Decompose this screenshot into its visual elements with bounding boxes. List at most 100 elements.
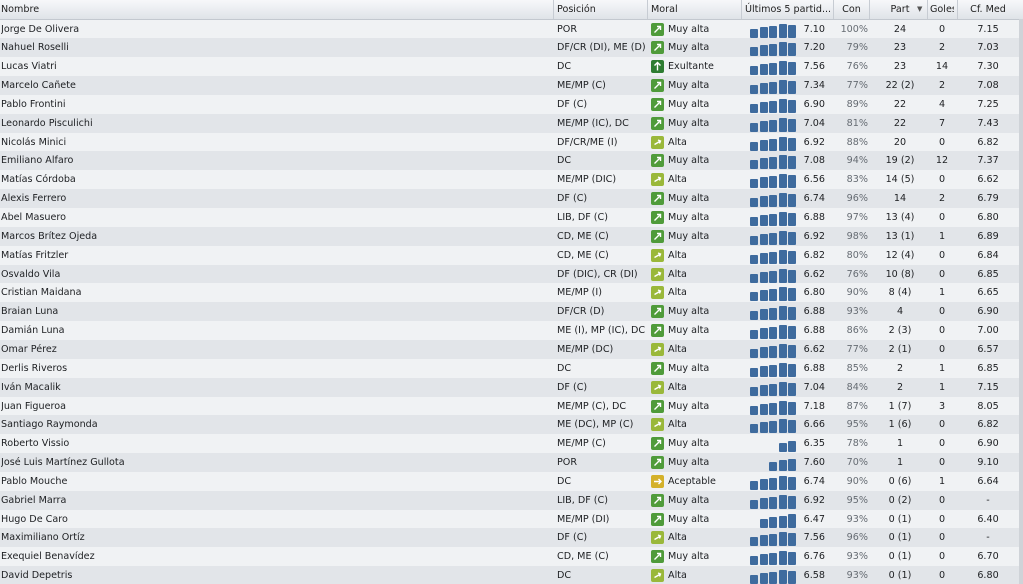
table-row[interactable]: Derlis Riveros DC Muy alta 6.88 85% 2 1 6.85 — [0, 358, 1023, 378]
player-avg-rating: 7.00 — [977, 325, 999, 337]
player-moral: Alta — [651, 283, 741, 302]
table-row[interactable]: Cristian Maidana ME/MP (I) Alta 6.80 90% 8 (4… — [0, 283, 1023, 303]
moral-high-icon — [651, 380, 664, 394]
form-bars — [749, 249, 799, 264]
table-row[interactable]: Nahuel Roselli DF/CR (DI), ME (D) Muy alta… — [0, 38, 1023, 58]
column-header-con[interactable]: Con — [842, 4, 861, 15]
vertical-scrollbar[interactable] — [1019, 19, 1023, 584]
player-goals: 0 — [938, 174, 946, 186]
player-avg-rating: 6.65 — [977, 287, 999, 299]
column-divider[interactable] — [869, 0, 870, 19]
table-row[interactable]: Matías Córdoba ME/MP (DIC) Alta 6.56 83% 14 (… — [0, 170, 1023, 190]
table-row[interactable]: Matías Fritzler CD, ME (C) Alta 6.82 80% 12 (… — [0, 245, 1023, 265]
player-moral: Alta — [651, 415, 741, 434]
table-row[interactable]: Marcos Brítez Ojeda CD, ME (C) Muy alta 6.9… — [0, 226, 1023, 246]
form-bar — [750, 103, 758, 113]
player-name: Lucas Viatri — [1, 61, 57, 73]
form-average: 6.92 — [803, 494, 825, 506]
moral-very-high-icon — [651, 512, 664, 526]
moral-very-high-icon — [651, 22, 664, 36]
table-row[interactable]: Juan Figueroa ME/MP (C), DC Muy alta 7.18 87… — [0, 396, 1023, 416]
moral-very-high-icon — [651, 192, 664, 206]
table-row[interactable]: Pablo Mouche DC Aceptable 6.74 90% 0 (6) 1 6.64 — [0, 471, 1023, 491]
form-average: 6.82 — [803, 249, 825, 261]
form-bar — [788, 137, 796, 151]
table-row[interactable]: Iván Macalik DF (C) Alta 7.04 84% 2 1 7.15 — [0, 377, 1023, 397]
table-row[interactable]: José Luis Martínez Gullota POR Muy alta 7.6… — [0, 453, 1023, 473]
table-row[interactable]: Nicolás Minici DF/CR/ME (I) Alta 6.92 88% 20 0… — [0, 132, 1023, 152]
form-average: 7.10 — [803, 23, 825, 35]
player-moral: Muy alta — [651, 547, 741, 566]
form-bar — [759, 573, 768, 584]
column-header-form[interactable]: Últimos 5 partid... — [745, 4, 832, 15]
column-divider[interactable] — [741, 0, 742, 19]
form-bar — [759, 158, 768, 170]
form-bars — [749, 381, 799, 396]
player-name: Alexis Ferrero — [1, 193, 67, 205]
player-goals: 2 — [938, 193, 946, 205]
player-goals: 0 — [938, 268, 946, 280]
player-avg-rating: - — [986, 532, 990, 544]
form-bars — [749, 362, 799, 377]
table-row[interactable]: Damián Luna ME (I), MP (IC), DC Muy alta 6.… — [0, 321, 1023, 341]
table-row[interactable]: Maximiliano Ortíz DF (C) Alta 7.56 96% 0 (1) 0… — [0, 528, 1023, 548]
column-divider[interactable] — [647, 0, 648, 19]
player-appearances: 22 — [893, 98, 907, 110]
table-row[interactable]: Osvaldo Vila DF (DIC), CR (DI) Alta 6.62 76%… — [0, 264, 1023, 284]
form-bars — [749, 80, 799, 95]
player-avg-rating: 7.25 — [977, 98, 999, 110]
player-name: Cristian Maidana — [1, 287, 82, 299]
form-bar — [759, 83, 768, 95]
table-row[interactable]: David Depetris DC Alta 6.58 93% 0 (1) 0 6.80 — [0, 566, 1023, 584]
player-position: ME/MP (DC) — [557, 343, 614, 355]
column-header-position[interactable]: Posición — [557, 4, 596, 15]
column-divider[interactable] — [553, 0, 554, 19]
column-header-rating[interactable]: Cf. Med — [970, 4, 1006, 15]
table-row[interactable]: Omar Pérez ME/MP (DC) Alta 6.62 77% 2 (1) 0 6.5… — [0, 339, 1023, 359]
moral-very-high-icon — [651, 399, 664, 413]
form-average: 6.88 — [803, 325, 825, 337]
player-goals: 0 — [938, 513, 946, 525]
column-divider[interactable] — [957, 0, 958, 19]
form-bar — [778, 325, 787, 340]
moral-label: Muy alta — [668, 438, 710, 450]
table-row[interactable]: Gabriel Marra LIB, DF (C) Muy alta 6.92 95% 0… — [0, 490, 1023, 510]
player-condition: 77% — [846, 80, 868, 92]
table-row[interactable]: Lucas Viatri DC Exultante 7.56 76% 23 14 7.30 — [0, 57, 1023, 77]
moral-very-high-icon — [651, 324, 664, 338]
player-condition: 96% — [846, 532, 868, 544]
player-condition: 84% — [846, 381, 868, 393]
table-row[interactable]: Exequiel Benavídez CD, ME (C) Muy alta 6.76… — [0, 547, 1023, 567]
table-row[interactable]: Pablo Frontini DF (C) Muy alta 6.90 89% 22 4 7.… — [0, 94, 1023, 114]
column-header-part[interactable]: Part — [890, 4, 910, 15]
table-row[interactable]: Jorge De Olivera POR Muy alta 7.10 100% 24 0 7.… — [0, 19, 1023, 39]
table-row[interactable]: Roberto Vissio ME/MP (C) Muy alta 6.35 78% 1 0… — [0, 434, 1023, 454]
column-header-moral[interactable]: Moral — [651, 4, 678, 15]
form-bar — [788, 81, 796, 95]
column-header-goals[interactable]: Goles — [930, 4, 954, 15]
form-average: 7.56 — [803, 532, 825, 544]
table-row[interactable]: Emiliano Alfaro DC Muy alta 7.08 94% 19 (2) 12… — [0, 151, 1023, 171]
column-header-name[interactable]: Nombre — [1, 4, 40, 15]
sort-descending-icon[interactable]: ▼ — [917, 5, 923, 13]
moral-very-high-icon — [651, 437, 664, 451]
form-bars — [749, 174, 799, 189]
form-bar — [788, 194, 796, 208]
column-divider[interactable] — [833, 0, 834, 19]
form-bar — [750, 28, 758, 38]
player-moral: Alta — [651, 340, 741, 359]
player-position: ME/MP (DIC) — [557, 174, 617, 186]
table-row[interactable]: Hugo De Caro ME/MP (DI) Muy alta 6.47 93% 0 (… — [0, 509, 1023, 529]
table-row[interactable]: Abel Masuero LIB, DF (C) Muy alta 6.88 97% 13… — [0, 208, 1023, 227]
table-row[interactable]: Braian Luna DF/CR (D) Muy alta 6.88 93% 4 0 6.9… — [0, 302, 1023, 322]
table-row[interactable]: Leonardo Pisculichi ME/MP (IC), DC Muy alt… — [0, 113, 1023, 133]
table-row[interactable]: Santiago Raymonda ME (DC), MP (C) Alta 6.66… — [0, 415, 1023, 435]
table-row[interactable]: Marcelo Cañete ME/MP (C) Muy alta 7.34 77% 22… — [0, 76, 1023, 96]
form-average: 6.47 — [803, 513, 825, 525]
column-divider[interactable] — [927, 0, 928, 19]
form-bar — [778, 230, 787, 245]
table-row[interactable]: Alexis Ferrero DF (C) Muy alta 6.74 96% 14 2 6.… — [0, 189, 1023, 209]
moral-very-high-icon — [651, 211, 664, 224]
form-bar — [778, 443, 787, 453]
